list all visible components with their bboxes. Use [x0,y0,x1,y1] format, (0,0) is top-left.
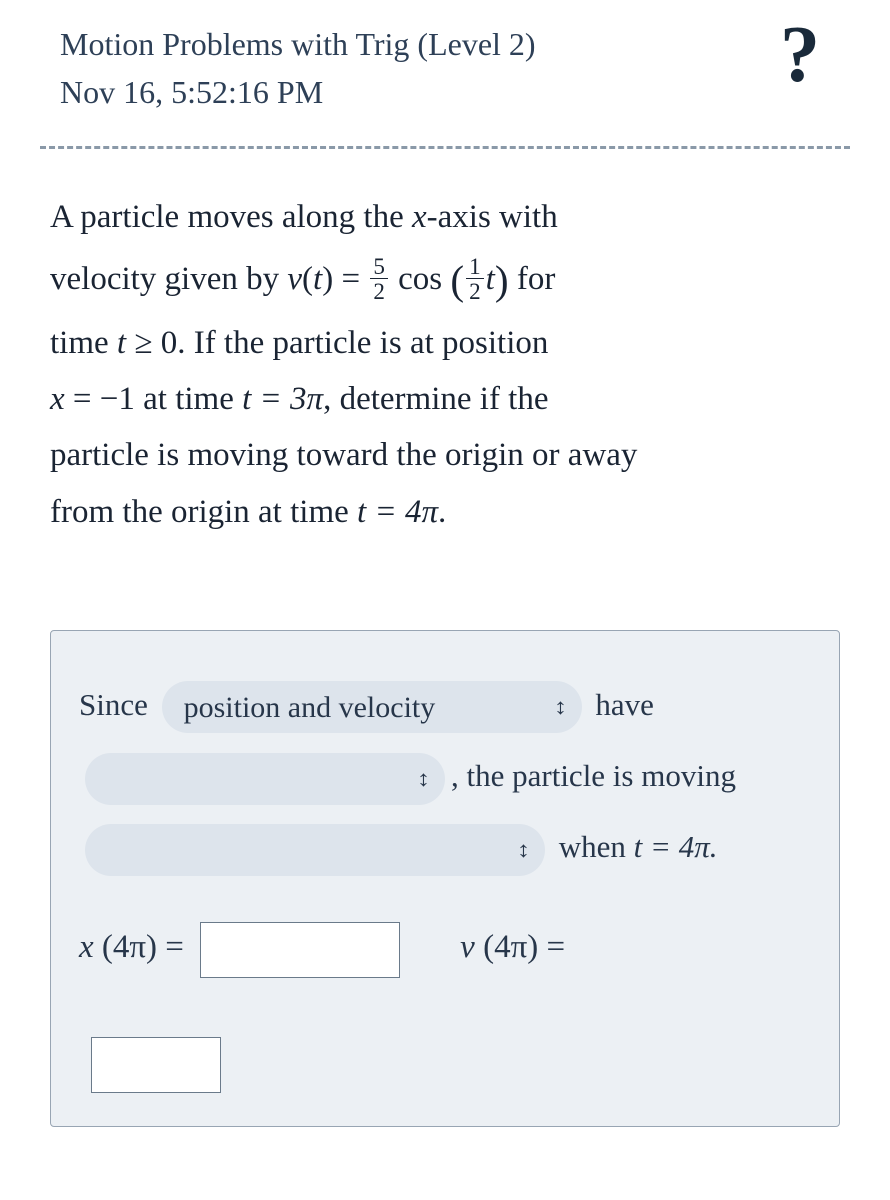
problem-timestamp: Nov 16, 5:52:16 PM [60,68,830,116]
x-value-group: x (4π) = [79,910,400,986]
chevron-icon: ↕ [554,696,567,718]
fraction: 52 [370,254,388,303]
answer-line-2: ↕ , the particle is moving [79,740,811,811]
chevron-icon: ↕ [417,768,430,790]
text: time [50,325,117,361]
text: Since [79,687,156,722]
answer-area: Since position and velocity↕ have ↕ , the… [50,630,840,1127]
text: = 4π. [642,829,717,864]
value-inputs-row: x (4π) = v (4π) = [79,910,811,986]
var-t: t [313,261,322,297]
var-v: v [287,261,302,297]
text: , the particle is moving [451,758,736,793]
answer-line-1: Since position and velocity↕ have [79,669,811,740]
text: . If the particle is at position [177,325,548,361]
var-x: x [50,381,65,417]
text: at time [135,381,242,417]
text: from the origin at time [50,494,357,530]
text: -axis with [427,199,558,235]
text: when [551,829,634,864]
v-value-input[interactable] [91,1037,221,1093]
text: = [333,261,368,297]
help-icon[interactable]: ? [780,10,820,101]
select-direction[interactable]: ↕ [85,824,545,876]
x-value-input[interactable] [200,922,400,978]
var-t: t [357,494,366,530]
text: = 4π [366,494,438,530]
text: have [588,687,654,722]
text: , determine if the [323,381,548,417]
text: cos [390,261,451,297]
var-t: t [634,829,643,864]
text: particle is moving toward the origin or … [50,437,637,473]
problem-header: Motion Problems with Trig (Level 2) Nov … [0,0,890,146]
var-t: t [486,261,495,297]
select-quantity[interactable]: position and velocity↕ [162,681,582,733]
text: A particle moves along the [50,199,412,235]
answer-line-3: ↕ when t = 4π. [79,811,811,882]
text: = −1 [65,381,135,417]
text: for [509,261,556,297]
text: . [438,494,446,530]
v-value-group: v (4π) = [460,910,565,986]
header-divider [40,146,850,149]
text: = 3π [251,381,323,417]
text: ≥ 0 [126,325,177,361]
var-t: t [242,381,251,417]
text: velocity given by [50,261,287,297]
select-sign[interactable]: ↕ [85,753,445,805]
chevron-icon: ↕ [517,839,530,861]
problem-title: Motion Problems with Trig (Level 2) [60,20,830,68]
var-t: t [117,325,126,361]
v-value-row [79,1026,811,1097]
var-x: x [412,199,427,235]
fraction: 12 [466,254,484,303]
problem-statement: A particle moves along the x-axis with v… [0,189,890,540]
